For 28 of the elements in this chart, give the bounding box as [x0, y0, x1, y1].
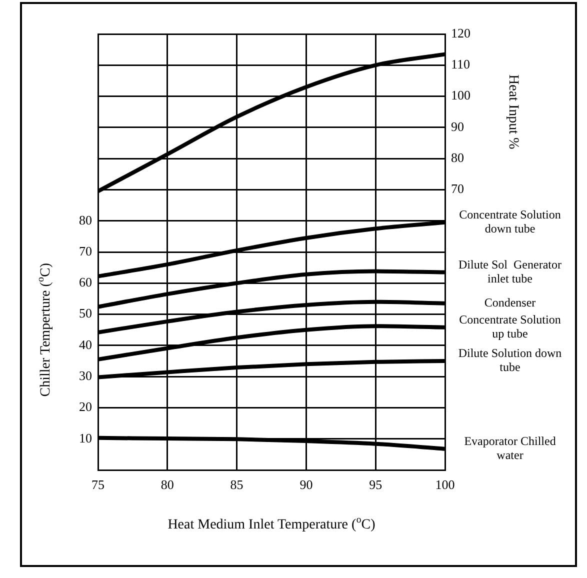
y2-axis-title: Heat Input % — [505, 74, 520, 150]
series-label: Concentrate Solution down tube — [459, 208, 561, 236]
x-tick-label: 75 — [92, 477, 104, 492]
y-tick-label: 40 — [79, 336, 92, 352]
y-tick-label: 50 — [79, 306, 92, 321]
x-tick-label: 80 — [160, 477, 174, 492]
y-tick-label: 30 — [79, 368, 92, 383]
x-tick-label: 95 — [369, 477, 382, 492]
y2-tick-label: 110 — [451, 56, 470, 72]
y-axis-title: Chiller Temperture (oC) — [36, 262, 54, 397]
series-label: Dilute Sol Generator inlet tube — [458, 257, 562, 286]
y-tick-label: 70 — [79, 243, 92, 258]
y2-tick-label: 100 — [451, 88, 470, 103]
y2-tick-label: 80 — [451, 150, 464, 165]
y-tick-label: 20 — [79, 399, 92, 414]
y-tick-label: 10 — [79, 430, 92, 446]
text: Condenser — [484, 296, 536, 310]
y-tick-label: 60 — [79, 274, 92, 290]
series-label: Dilute Solution down tube — [458, 346, 562, 374]
x-tick-label: 100 — [435, 477, 455, 492]
series-label: Concentrate Solution up tube — [459, 312, 561, 341]
y2-tick-label: 90 — [451, 118, 464, 134]
y2-tick-label: 120 — [451, 25, 470, 40]
y2-tick-label: 70 — [451, 181, 464, 196]
series-label: Evaporator Chilled water — [464, 434, 556, 462]
x-tick-label: 90 — [300, 477, 313, 492]
y-tick-label: 80 — [79, 212, 92, 228]
x-tick-label: 85 — [230, 477, 244, 492]
